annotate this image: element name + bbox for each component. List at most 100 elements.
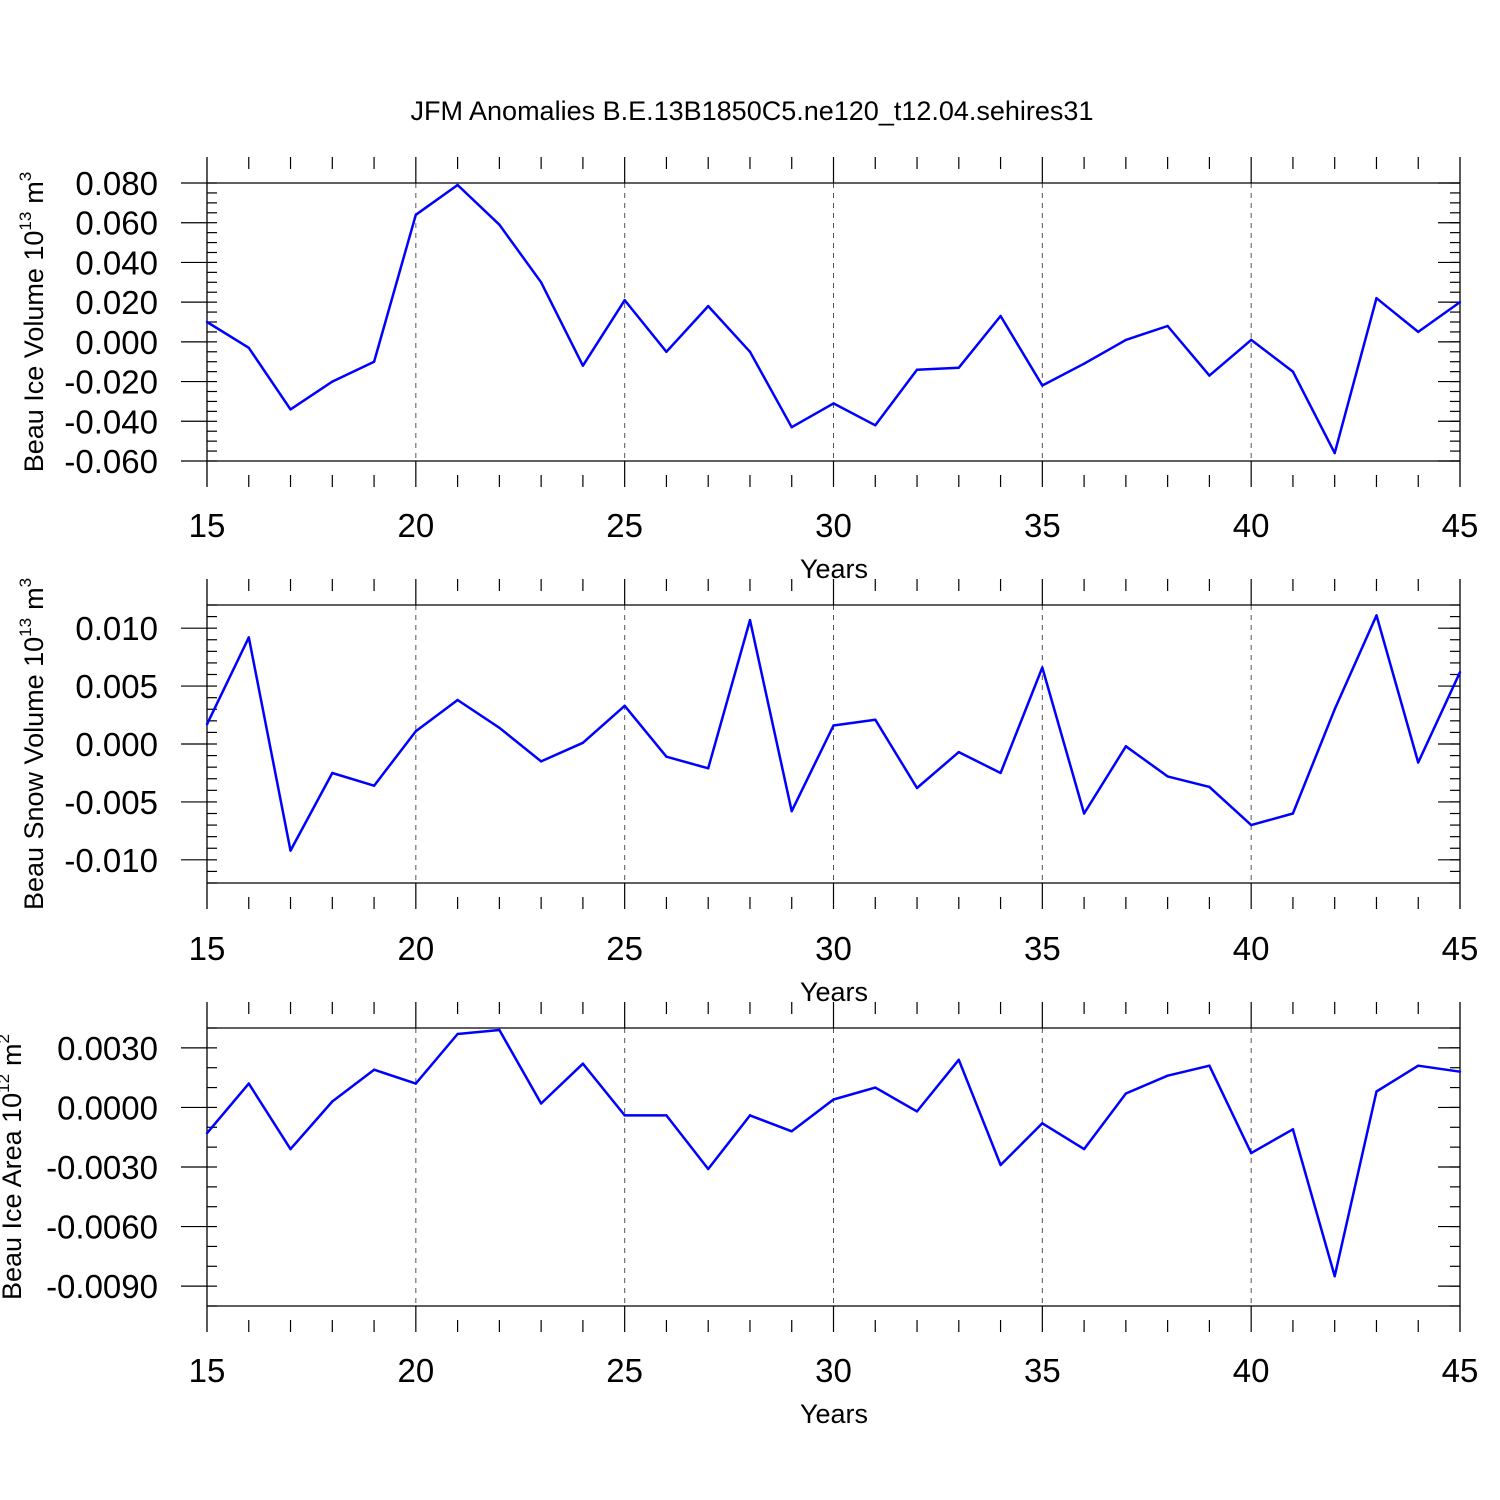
ice-area-data-point [1375, 1090, 1378, 1093]
x-tick-label: 25 [606, 930, 643, 967]
snow-volume-data-point [1208, 785, 1211, 789]
ice-volume-data-point [1041, 384, 1044, 387]
ice-volume-data-point [999, 314, 1002, 318]
ice-area-data-point [498, 1028, 501, 1032]
x-tick-label: 15 [189, 507, 226, 544]
y-tick-label: 0.020 [75, 284, 158, 321]
y-axis-label-text: Beau Snow Volume 10 [19, 637, 49, 910]
snow-volume-data-point [581, 741, 585, 745]
ice-volume-data-point [915, 368, 919, 371]
ice-area-data-point [205, 1132, 209, 1135]
snow-volume-data-point [1458, 670, 1462, 674]
ice-area-data-point [790, 1130, 793, 1133]
snow-volume-data-point [999, 771, 1002, 775]
ice-volume-data-point [707, 304, 710, 308]
ice-area-data-point [456, 1032, 459, 1036]
ice-area-data-point [915, 1110, 919, 1113]
snow-volume-data-point [915, 786, 919, 790]
ice-area-data-point [707, 1167, 710, 1171]
y-tick-label: 0.005 [75, 668, 158, 705]
x-tick-label: 25 [606, 1352, 643, 1389]
y-axis-label: Beau Snow Volume 1013 m3 [16, 578, 49, 910]
ice-volume-data-point [1417, 330, 1420, 334]
x-tick-label: 40 [1233, 507, 1270, 544]
ice-volume-data-point [1249, 338, 1253, 342]
y-tick-label: 0.000 [75, 726, 158, 763]
snow-volume-data-point [539, 760, 543, 763]
ice-volume-data-point [1082, 362, 1086, 365]
snow-volume-data-point [1375, 614, 1378, 617]
ice-volume-data-point [957, 366, 960, 369]
snow-volume-data-point [748, 618, 752, 622]
ice-area-data-point [957, 1058, 960, 1061]
snow-volume-panel: -0.010 -0.005 0.000 0.005 0.010 15 20 25 30 35 40 4… [16, 578, 1478, 1007]
x-tick-label: 20 [397, 507, 434, 544]
x-axis-label: Years [800, 1399, 868, 1429]
y-tick-label: 0.080 [75, 165, 158, 202]
ice-volume-data-point [874, 424, 877, 427]
snow-volume-data-point [372, 784, 376, 787]
y-axis-label-unit-exponent: 2 [0, 1034, 13, 1043]
ice-area-data-point [581, 1062, 585, 1065]
snow-volume-data-point [331, 771, 334, 775]
ice-volume-data-point [247, 346, 250, 350]
snow-volume-data-point [1417, 761, 1420, 764]
y-axis-label-unit: m [19, 181, 49, 204]
y-tick-label: 0.000 [75, 324, 158, 361]
snow-volume-data-point [623, 704, 626, 707]
snow-volume-data-point [1249, 823, 1253, 827]
ice-volume-data-point [623, 298, 626, 302]
ice-area-data-point [414, 1082, 418, 1085]
snow-volume-data-point [289, 849, 292, 852]
ice-volume-data-point [1458, 300, 1462, 304]
ice-volume-data-point [1166, 324, 1169, 328]
snow-volume-data-point [1041, 666, 1044, 669]
x-tick-label: 45 [1442, 1352, 1479, 1389]
ice-volume-data-point [1375, 296, 1378, 300]
x-tick-label: 15 [189, 1352, 226, 1389]
ice-volume-data-point [1124, 338, 1128, 342]
x-tick-label: 15 [189, 930, 226, 967]
y-tick-label: -0.020 [64, 364, 158, 401]
snow-volume-data-point [790, 809, 793, 813]
snow-volume-data-point [957, 750, 960, 754]
snow-volume-data-point [247, 636, 250, 639]
y-tick-label: -0.005 [64, 784, 158, 821]
ice-area-data-point [665, 1114, 668, 1117]
ice-volume-data-point [1291, 370, 1295, 373]
ice-volume-data-point [414, 213, 418, 216]
x-tick-label: 45 [1442, 507, 1479, 544]
ice-volume-data-point [832, 402, 835, 405]
ice-area-data-point [372, 1068, 376, 1071]
ice-volume-data-point [1208, 374, 1211, 377]
y-tick-label: 0.010 [75, 610, 158, 647]
snow-volume-data-point [456, 698, 459, 702]
ice-area-data-point [1208, 1064, 1211, 1067]
ice-volume-panel: -0.060-0.040-0.0200.0000.0200.0400.0600.… [16, 157, 1478, 584]
y-axis-label-exponent: 13 [16, 618, 35, 637]
x-tick-label: 40 [1233, 1352, 1270, 1389]
ice-volume-data-point [289, 408, 292, 411]
snow-volume-data-point [205, 723, 209, 726]
ice-area-data-point [1417, 1064, 1420, 1067]
ice-volume-data-point [372, 360, 376, 363]
ice-area-data-point [247, 1082, 250, 1085]
y-tick-label: -0.060 [64, 443, 158, 480]
snow-volume-data-point [1291, 812, 1295, 815]
y-axis-label-exponent: 12 [0, 1074, 13, 1093]
y-axis-label-exponent: 13 [16, 212, 35, 231]
x-tick-label: 45 [1442, 930, 1479, 967]
ice-area-data-point [289, 1147, 292, 1151]
ice-area-data-point [1082, 1147, 1086, 1151]
page-title: JFM Anomalies B.E.13B1850C5.ne120_t12.04… [411, 96, 1094, 126]
y-axis-label-unit-exponent: 3 [16, 578, 35, 587]
y-tick-label: -0.040 [64, 403, 158, 440]
y-tick-label: -0.010 [64, 842, 158, 879]
y-axis-label-text: Beau Ice Volume 10 [19, 231, 49, 473]
ice-area-data-point [331, 1100, 334, 1103]
ice-area-data-point [832, 1098, 835, 1101]
y-axis-label: Beau Ice Volume 1013 m3 [16, 172, 49, 473]
ice-volume-data-point [790, 426, 793, 429]
ice-area-data-point [874, 1086, 877, 1089]
y-axis-label-unit: m [19, 587, 49, 610]
